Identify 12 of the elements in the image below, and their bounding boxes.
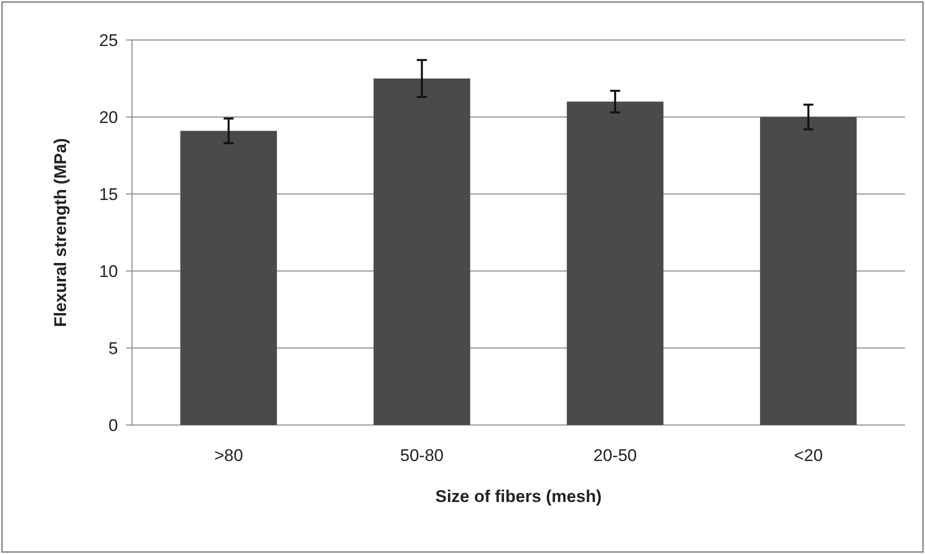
x-tick-label: >80 (214, 446, 244, 465)
y-tick-label: 5 (108, 338, 118, 358)
y-tick-label: 15 (99, 184, 118, 204)
x-tick-label: <20 (794, 446, 823, 465)
x-axis-title: Size of fibers (mesh) (435, 487, 602, 506)
y-tick-label: 10 (99, 262, 118, 281)
y-tick-label: 25 (99, 30, 118, 50)
y-axis-title: Flexural strength (MPa) (51, 138, 70, 327)
y-tick-label: 20 (99, 108, 118, 127)
y-tick-label: 0 (108, 416, 118, 435)
x-tick-label: 20-50 (593, 446, 637, 465)
x-tick-label: 50-80 (400, 446, 444, 465)
